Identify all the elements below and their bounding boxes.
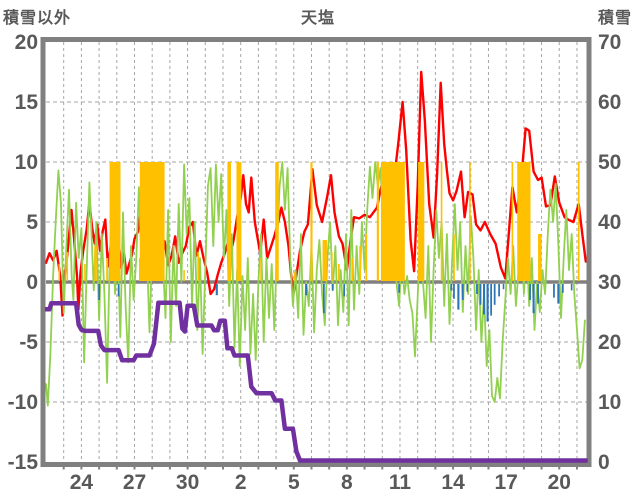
x-axis-tick: 8 <box>341 471 353 494</box>
right-axis-tick: 70 <box>598 31 621 54</box>
left-axis-tick: 0 <box>26 271 38 294</box>
left-axis-tick: 5 <box>26 211 38 234</box>
left-axis-title: 積雪以外 <box>3 10 72 27</box>
left-axis-tick: 15 <box>15 91 39 114</box>
left-axis-tick: 10 <box>15 151 38 174</box>
x-axis-tick: 20 <box>548 471 571 494</box>
x-axis-tick: 14 <box>441 471 465 494</box>
right-axis-tick: 40 <box>598 211 621 234</box>
x-axis-tick: 17 <box>494 471 517 494</box>
x-axis-tick: 2 <box>235 471 247 494</box>
right-axis-title: 積雪 <box>597 10 632 27</box>
right-axis-tick: 30 <box>598 271 621 294</box>
right-axis-tick: 20 <box>598 331 621 354</box>
x-axis-tick: 27 <box>123 471 146 494</box>
page-title: 天塩 <box>300 10 335 27</box>
left-axis-tick: -15 <box>8 451 39 474</box>
right-axis-tick: 50 <box>598 151 621 174</box>
x-axis-tick: 24 <box>70 471 94 494</box>
x-axis-tick: 11 <box>389 471 412 494</box>
left-axis-tick: 20 <box>15 31 38 54</box>
right-axis-tick: 10 <box>598 391 621 414</box>
right-axis-tick: 60 <box>598 91 621 114</box>
left-axis-tick: -5 <box>19 331 38 354</box>
right-axis-tick: 0 <box>598 451 610 474</box>
x-axis-tick: 30 <box>176 471 199 494</box>
left-axis-tick: -10 <box>8 391 38 414</box>
x-axis-tick: 5 <box>288 471 300 494</box>
